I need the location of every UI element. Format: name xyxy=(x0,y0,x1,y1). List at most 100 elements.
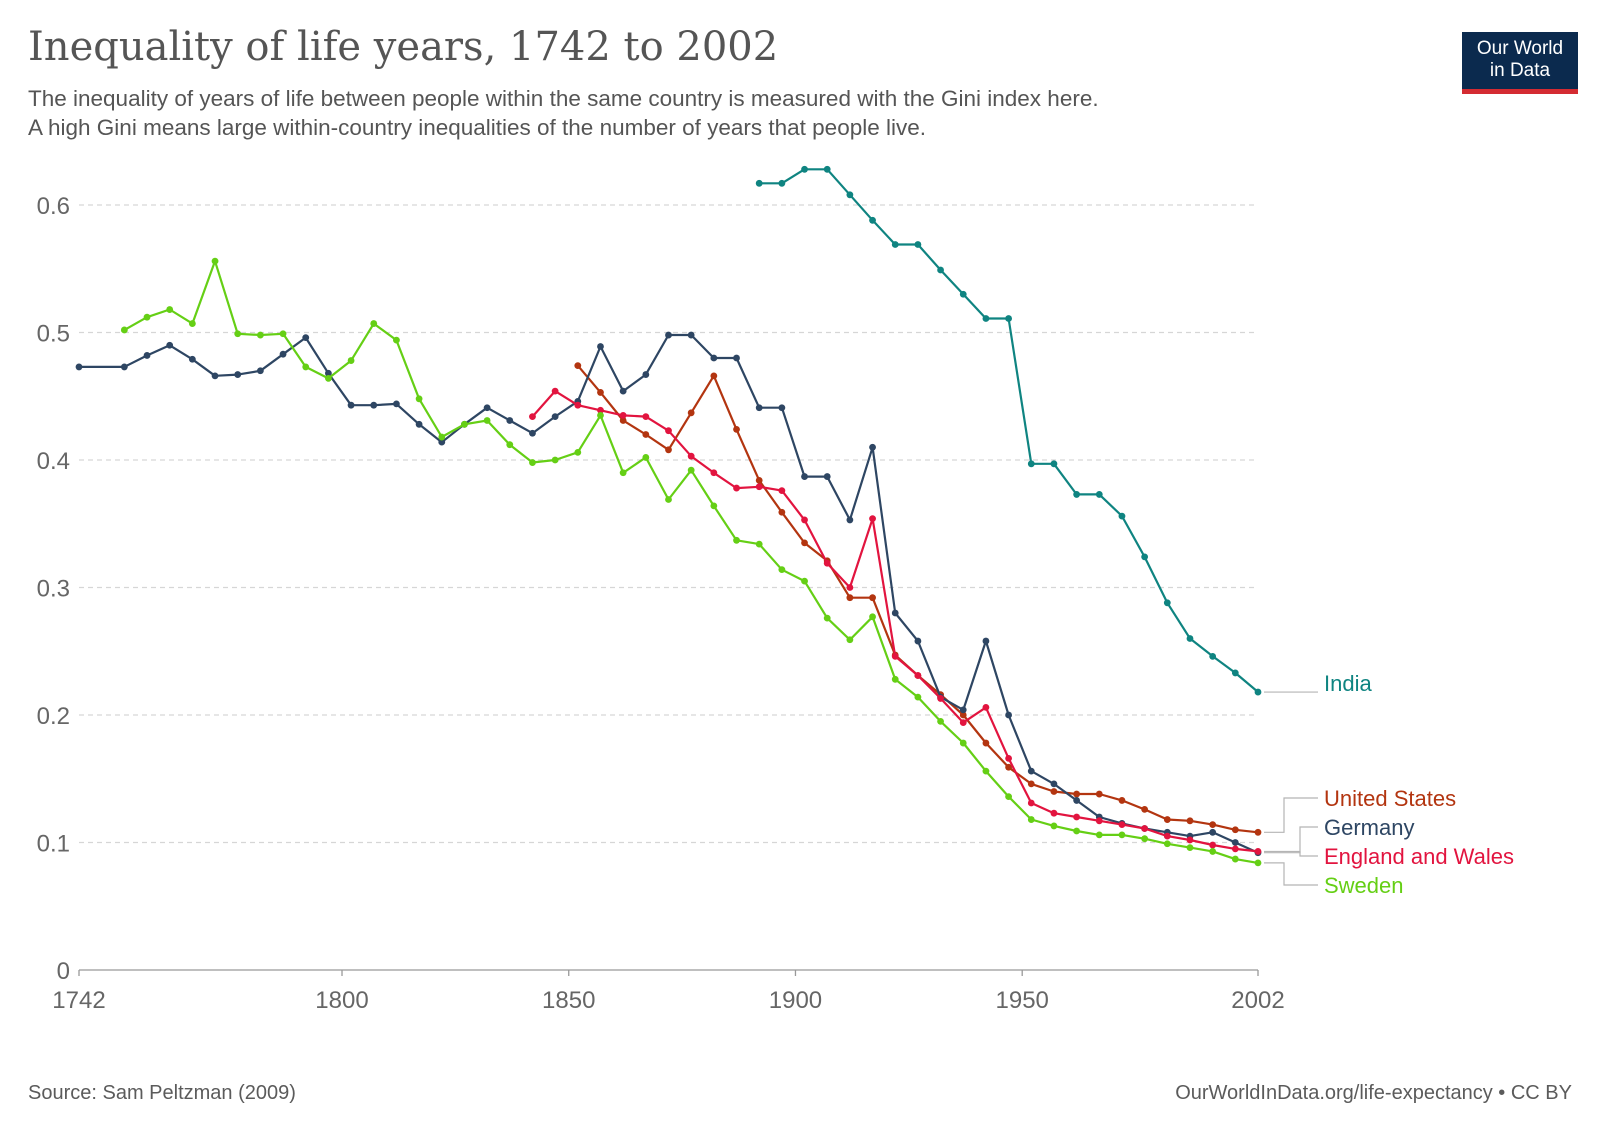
data-point-india xyxy=(778,179,786,187)
data-point-england-and-wales xyxy=(665,427,672,435)
logo-line-2: in Data xyxy=(1489,60,1551,81)
logo-line-1: Our World xyxy=(1476,38,1564,59)
data-point-united-states xyxy=(1027,780,1035,788)
data-point-india xyxy=(914,241,922,248)
data-point-sweden xyxy=(1163,840,1171,848)
data-point-england-and-wales xyxy=(1186,836,1194,844)
data-point-united-states xyxy=(801,539,808,547)
credit-note[interactable]: OurWorldInData.org/life-expectancy • CC … xyxy=(1175,1082,1572,1104)
data-point-germany xyxy=(75,363,83,371)
data-point-germany xyxy=(687,331,695,339)
series-line-sweden xyxy=(123,260,1259,864)
data-point-sweden xyxy=(302,363,310,371)
data-point-england-and-wales xyxy=(1209,841,1217,849)
data-point-india xyxy=(1005,315,1012,322)
x-tick-label: 1950 xyxy=(996,987,1049,1014)
data-point-germany xyxy=(959,706,967,714)
owid-logo[interactable]: Our World in Data xyxy=(1462,32,1578,94)
data-point-india xyxy=(1209,652,1217,660)
data-point-sweden xyxy=(914,693,922,701)
data-point-germany xyxy=(415,420,423,428)
data-point-germany xyxy=(733,354,740,362)
label-connector-england-and-wales xyxy=(1264,850,1318,857)
data-point-sweden xyxy=(143,313,151,321)
data-point-england-and-wales xyxy=(1231,845,1239,853)
data-point-united-states xyxy=(778,508,786,516)
data-point-india xyxy=(1095,491,1103,498)
data-point-sweden xyxy=(801,577,808,585)
data-point-united-states xyxy=(597,389,604,396)
chart-title: Inequality of life years, 1742 to 2002 xyxy=(28,24,779,70)
data-point-germany xyxy=(325,369,332,377)
data-point-germany xyxy=(619,387,627,395)
data-point-india xyxy=(1118,512,1126,520)
data-point-india xyxy=(1254,688,1262,696)
x-tick-label: 1850 xyxy=(542,987,595,1014)
data-point-england-and-wales xyxy=(710,469,718,477)
data-point-germany xyxy=(1073,797,1081,804)
data-point-united-states xyxy=(733,426,740,433)
data-point-india xyxy=(1141,553,1149,561)
series-label-india: India xyxy=(1324,671,1372,696)
data-point-sweden xyxy=(574,448,582,456)
data-point-united-states xyxy=(1005,763,1012,771)
x-tick-label: 1800 xyxy=(315,987,368,1014)
data-point-england-and-wales xyxy=(801,516,808,524)
data-point-germany xyxy=(143,352,151,359)
data-point-england-and-wales xyxy=(869,515,876,523)
data-point-england-and-wales xyxy=(551,387,559,395)
data-point-sweden xyxy=(1141,835,1149,843)
data-point-sweden xyxy=(597,411,604,419)
data-point-united-states xyxy=(846,594,854,602)
data-point-united-states xyxy=(619,417,627,424)
data-point-united-states xyxy=(1118,797,1126,804)
series-label-united-states: United States xyxy=(1324,786,1456,811)
data-point-germany xyxy=(846,516,854,524)
data-point-india xyxy=(755,179,763,187)
data-point-england-and-wales xyxy=(1073,813,1081,821)
data-point-india xyxy=(937,266,944,274)
data-point-england-and-wales xyxy=(846,584,854,591)
data-point-india xyxy=(1027,460,1035,468)
y-tick-label: 0.3 xyxy=(37,576,70,603)
data-point-england-and-wales xyxy=(778,487,786,494)
data-point-germany xyxy=(211,372,219,380)
data-point-sweden xyxy=(869,613,876,621)
data-point-sweden xyxy=(551,456,559,464)
data-point-sweden xyxy=(120,326,128,334)
data-point-united-states xyxy=(755,477,763,484)
label-connector-germany xyxy=(1264,826,1318,854)
chart-subtitle: The inequality of years of life between … xyxy=(28,86,1099,140)
data-point-england-and-wales xyxy=(1027,799,1035,807)
label-connector-sweden xyxy=(1264,862,1318,886)
data-point-england-and-wales xyxy=(619,411,627,419)
data-point-india xyxy=(1231,669,1239,677)
data-point-sweden xyxy=(687,466,695,474)
data-point-india xyxy=(801,165,808,173)
data-point-united-states xyxy=(1231,826,1239,834)
data-point-united-states xyxy=(665,446,672,454)
data-point-sweden xyxy=(982,767,990,775)
y-tick-label: 0 xyxy=(57,958,70,985)
data-point-england-and-wales xyxy=(1254,848,1262,855)
x-tick-label: 2002 xyxy=(1231,987,1284,1014)
data-point-sweden xyxy=(393,336,400,344)
data-point-india xyxy=(846,191,854,199)
data-point-germany xyxy=(120,363,128,371)
data-point-sweden xyxy=(823,614,831,622)
data-point-england-and-wales xyxy=(959,719,967,727)
y-tick-label: 0.1 xyxy=(37,831,70,858)
data-point-germany xyxy=(1005,711,1012,719)
data-point-united-states xyxy=(642,431,650,438)
data-point-sweden xyxy=(959,739,967,747)
data-point-germany xyxy=(1231,839,1239,846)
series-line-germany xyxy=(79,333,1259,854)
data-point-england-and-wales xyxy=(891,652,899,660)
data-point-england-and-wales xyxy=(574,401,582,409)
data-point-sweden xyxy=(256,331,264,339)
data-point-germany xyxy=(982,637,990,645)
data-point-sweden xyxy=(733,536,740,544)
data-point-germany xyxy=(234,371,242,378)
data-point-india xyxy=(1073,491,1081,498)
data-point-india xyxy=(1186,635,1194,642)
